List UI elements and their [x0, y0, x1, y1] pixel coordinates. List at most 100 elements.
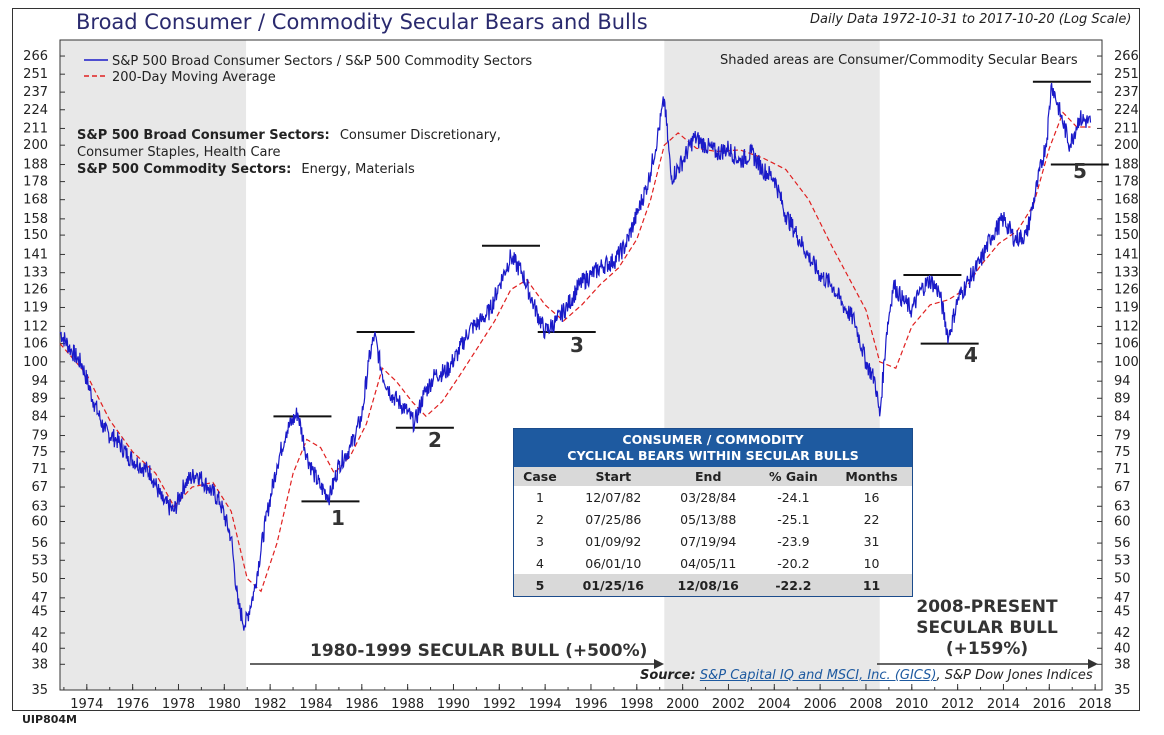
x-tick-label: 1992	[483, 697, 516, 712]
col-start: Start	[565, 467, 661, 486]
x-tick-label: 1984	[299, 697, 332, 712]
x-tick-label: 1978	[162, 697, 195, 712]
y-tick-label-right: 178	[1114, 175, 1139, 190]
y-tick-label-right: 168	[1114, 193, 1139, 208]
y-tick-label-left: 266	[23, 49, 48, 64]
y-tick-label-right: 35	[1114, 683, 1131, 698]
col-gain: % Gain	[755, 467, 832, 486]
cell-months: 31	[863, 533, 880, 549]
table-row: 3 01/09/92 07/19/94 -23.9 31	[514, 530, 912, 552]
chart-code: UIP804M	[22, 713, 77, 726]
legend-ma-label: 200-Day Moving Average	[112, 70, 276, 85]
x-tick-label: 1988	[391, 697, 424, 712]
y-tick-label-right: 56	[1114, 536, 1131, 551]
consumer-def: S&P 500 Broad Consumer Sectors: Consumer…	[77, 128, 501, 143]
case-label-4: 4	[964, 343, 978, 367]
y-tick-label-right: 100	[1114, 355, 1139, 370]
ratio-series-line	[59, 82, 1092, 631]
cell-start: 01/25/16	[565, 574, 661, 596]
cell-start: 07/25/86	[585, 511, 642, 527]
y-tick-label-left: 84	[31, 409, 48, 424]
table-row: 2 07/25/86 05/13/88 -25.1 22	[514, 508, 912, 530]
case-label-3: 3	[570, 333, 584, 357]
y-tick-label-right: 251	[1114, 67, 1139, 82]
y-tick-label-right: 60	[1114, 515, 1131, 530]
x-tick-label: 1998	[620, 697, 653, 712]
y-tick-label-left: 150	[23, 228, 48, 243]
x-tick-label: 2018	[1079, 697, 1112, 712]
cell-gain: -24.1	[777, 489, 810, 505]
cell-case: 5	[514, 574, 566, 596]
source-rest: , S&P Dow Jones Indices	[936, 668, 1093, 683]
cell-months: 16	[863, 489, 880, 505]
bull2-arrowhead	[1088, 659, 1098, 669]
bull1-arrowhead	[654, 659, 664, 669]
moving-average-line	[59, 111, 1091, 593]
x-tick-label: 2000	[666, 697, 699, 712]
bear-shade-1	[60, 40, 247, 690]
y-tick-label-right: 266	[1114, 49, 1139, 64]
x-tick-label: 1994	[529, 697, 562, 712]
cell-end: 03/28/84	[680, 489, 737, 505]
x-tick-label: 2008	[849, 697, 882, 712]
x-tick-label: 2016	[1033, 697, 1066, 712]
chart-title: Broad Consumer / Commodity Secular Bears…	[76, 10, 648, 34]
x-tick-label: 1980	[208, 697, 241, 712]
y-tick-label-left: 200	[23, 138, 48, 153]
y-tick-label-left: 237	[23, 85, 48, 100]
y-tick-label-left: 50	[31, 572, 48, 587]
col-case: Case	[514, 467, 566, 486]
x-tick-label: 2002	[712, 697, 745, 712]
y-tick-label-left: 168	[23, 193, 48, 208]
y-tick-label-right: 188	[1114, 158, 1139, 173]
y-tick-label-left: 141	[23, 247, 48, 262]
cell-end: 04/05/11	[680, 555, 737, 571]
cell-months: 11	[831, 574, 912, 596]
y-tick-label-right: 237	[1114, 85, 1139, 100]
cell-start: 01/09/92	[585, 533, 642, 549]
x-tick-label: 2014	[987, 697, 1020, 712]
y-tick-label-left: 106	[23, 337, 48, 352]
case-label-5: 5	[1073, 159, 1087, 183]
y-tick-label-left: 119	[23, 300, 48, 315]
y-tick-label-left: 47	[31, 591, 48, 606]
y-tick-label-right: 126	[1114, 283, 1139, 298]
y-tick-label-right: 119	[1114, 300, 1139, 315]
y-tick-label-right: 89	[1114, 391, 1131, 406]
plot-area	[59, 39, 1103, 691]
y-tick-label-right: 158	[1114, 212, 1139, 227]
y-tick-label-right: 75	[1114, 445, 1131, 460]
consumer-def-label: S&P 500 Broad Consumer Sectors:	[77, 128, 330, 143]
cell-case: 4	[535, 555, 544, 571]
cell-case: 1	[535, 489, 544, 505]
cell-gain: -25.1	[777, 511, 810, 527]
y-tick-label-left: 53	[31, 553, 48, 568]
bull2-line3: (+159%)	[946, 639, 1028, 659]
y-tick-label-right: 84	[1114, 409, 1131, 424]
y-tick-label-right: 40	[1114, 641, 1131, 656]
cell-months: 10	[863, 555, 880, 571]
y-tick-label-left: 188	[23, 158, 48, 173]
commodity-def: S&P 500 Commodity Sectors: Energy, Mater…	[77, 162, 415, 177]
x-tick-label: 2010	[895, 697, 928, 712]
y-tick-label-left: 56	[31, 536, 48, 551]
y-tick-label-right: 53	[1114, 553, 1131, 568]
cell-gain: -20.2	[777, 555, 810, 571]
y-tick-label-right: 133	[1114, 266, 1139, 281]
cell-gain: -23.9	[777, 533, 810, 549]
y-tick-label-left: 251	[23, 67, 48, 82]
bull2-line2: SECULAR BULL	[916, 618, 1058, 638]
source-link[interactable]: S&P Capital IQ and MSCI, Inc. (GICS)	[699, 668, 937, 683]
table-grid: Case Start End % Gain Months 1 12/07/82 …	[514, 467, 912, 596]
legend-series-label: S&P 500 Broad Consumer Sectors / S&P 500…	[112, 54, 532, 69]
y-tick-label-left: 94	[31, 374, 48, 389]
commodity-def-label: S&P 500 Commodity Sectors:	[77, 162, 291, 177]
y-tick-label-left: 89	[31, 391, 48, 406]
y-tick-label-left: 45	[31, 604, 48, 619]
y-tick-label-right: 71	[1114, 462, 1131, 477]
x-tick-label: 1996	[574, 697, 607, 712]
y-tick-label-right: 94	[1114, 374, 1131, 389]
cell-start: 06/01/10	[585, 555, 642, 571]
table-title: CONSUMER / COMMODITY CYCLICAL BEARS WITH…	[514, 429, 912, 467]
